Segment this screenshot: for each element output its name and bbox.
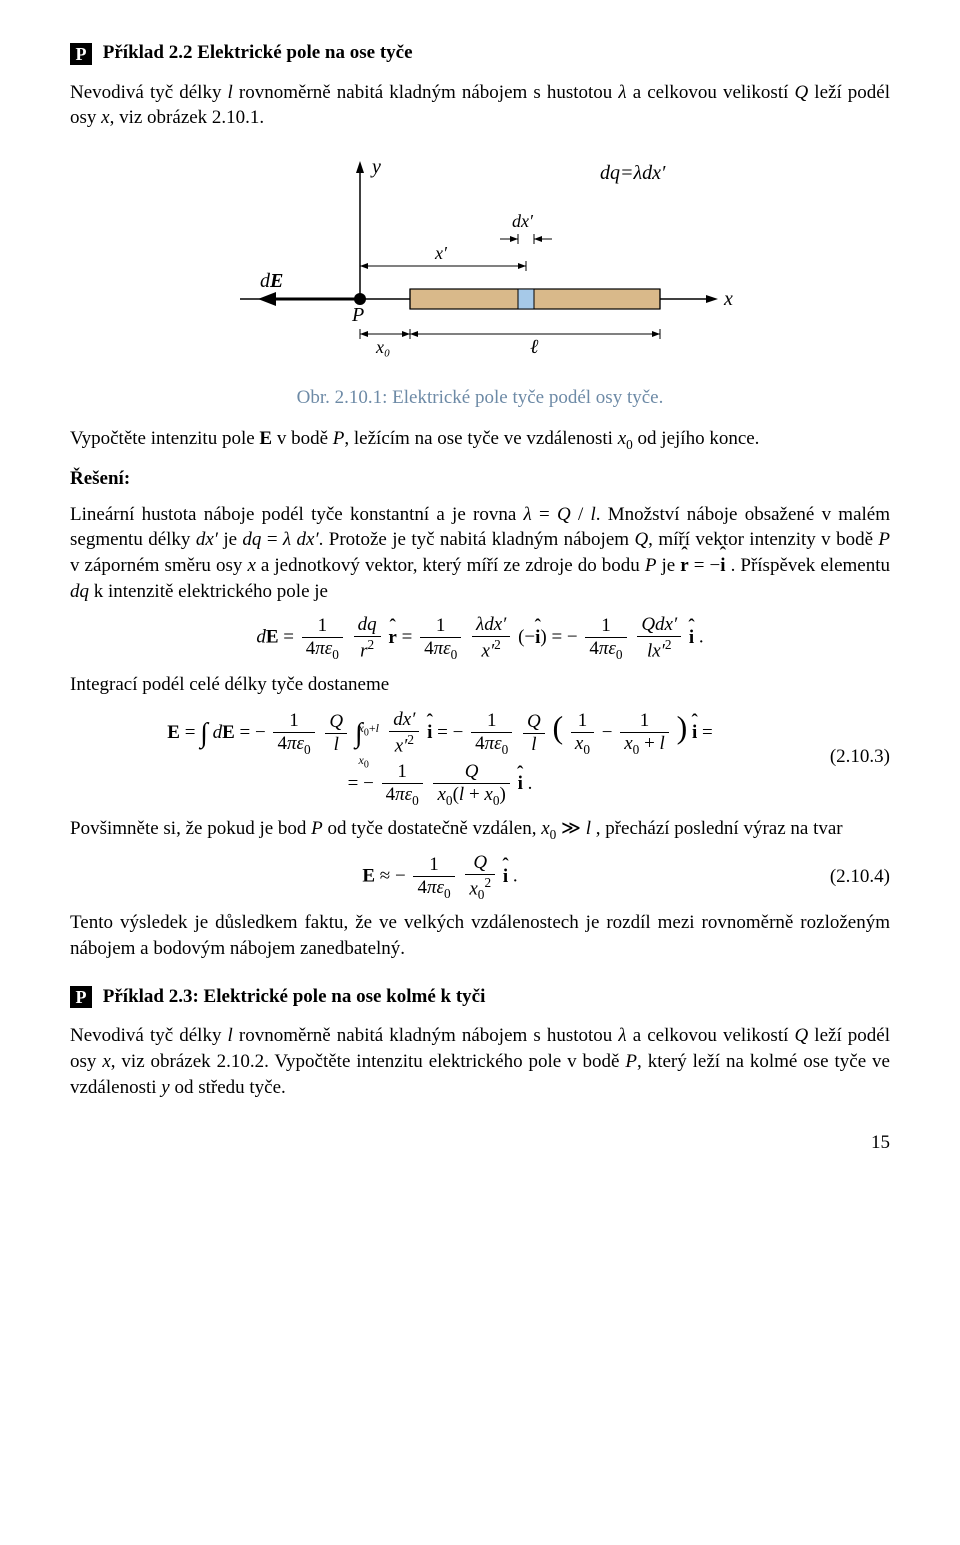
fig-label-dq: dq=λdx′ xyxy=(600,162,666,184)
paragraph-6: Tento výsledek je důsledkem faktu, že ve… xyxy=(70,910,890,961)
fig-label-ell: ℓ xyxy=(530,336,539,358)
paragraph-3: Lineární hustota náboje podél tyče konst… xyxy=(70,502,890,605)
paragraph-5: Povšimněte si, že pokud je bod P od tyče… xyxy=(70,816,890,844)
equation-E-integral: E = ∫ dE = − 14πε0 Ql ∫x0+lx0 dx′x′2 i =… xyxy=(70,706,890,809)
fig-label-dxp: dx′ xyxy=(512,211,534,231)
figure-2-10-1: y x dq=λdx′ dx′ x′ xyxy=(70,149,890,377)
fig-label-xp: x′ xyxy=(434,243,448,263)
title-text: Příklad 2.2 Elektrické pole na ose tyče xyxy=(103,42,413,63)
paragraph-2: Vypočtěte intenzitu pole E v bodě P, lež… xyxy=(70,426,890,454)
title-text-2: Příklad 2.3: Elektrické pole na ose kolm… xyxy=(103,986,486,1007)
eq-number-2-10-3: (2.10.3) xyxy=(810,744,890,770)
p-icon: P xyxy=(70,43,92,65)
eq-number-2-10-4: (2.10.4) xyxy=(810,864,890,890)
fig-label-P: P xyxy=(351,304,364,326)
equation-dE: dE = 14πε0 dqr2 r = 14πε0 λdx′x′2 (−i) =… xyxy=(70,614,890,662)
solution-head: Řešení: xyxy=(70,466,890,492)
example-2-title: P Příklad 2.3: Elektrické pole na ose ko… xyxy=(70,984,890,1010)
paragraph-1: Nevodivá tyč délky l rovnoměrně nabitá k… xyxy=(70,80,890,131)
fig-label-y: y xyxy=(370,156,381,178)
p-icon-2: P xyxy=(70,986,92,1008)
example-1-title: P Příklad 2.2 Elektrické pole na ose tyč… xyxy=(70,40,890,66)
fig-label-x0: x₀ xyxy=(375,337,390,357)
fig-label-x: x xyxy=(723,288,733,310)
equation-E-approx: E ≈ − 14πε0 Qx02 i . (2.10.4) xyxy=(70,852,890,902)
fig-caption: Obr. 2.10.1: Elektrické pole tyče podél … xyxy=(70,385,890,411)
fig-label-dE: dE xyxy=(260,270,283,292)
paragraph-7: Nevodivá tyč délky l rovnoměrně nabitá k… xyxy=(70,1023,890,1100)
paragraph-4: Integrací podél celé délky tyče dostanem… xyxy=(70,672,890,698)
page-number: 15 xyxy=(70,1130,890,1156)
